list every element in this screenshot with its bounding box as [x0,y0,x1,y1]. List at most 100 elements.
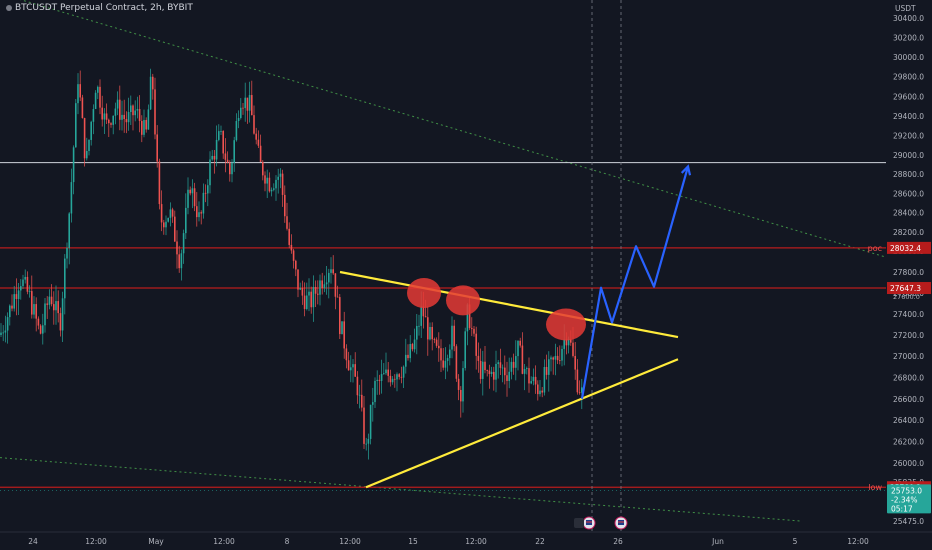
candle-body [290,244,293,251]
candle-body [473,328,475,334]
candle-body [226,159,229,163]
candle-body [550,357,552,360]
candle-body [220,130,222,132]
candle-body [75,103,77,148]
candle-body [541,390,543,393]
candle-body [68,213,70,248]
time-tick-label: 24 [28,537,38,546]
candle-body [306,295,308,309]
economic-event-icon[interactable] [614,516,628,530]
candle-body [358,394,361,396]
candle-body [517,340,519,357]
candle-body [488,370,491,375]
candle-body [495,363,497,380]
candle-body [512,361,515,368]
candle-body [312,286,315,308]
projection-arrowhead [680,164,692,176]
candle-body [339,297,341,335]
candle-body [534,376,537,385]
candle-body [440,348,442,361]
candle-body [167,217,169,222]
time-tick-label: 5 [793,537,798,546]
candle-body [506,375,508,381]
candle-body [233,140,235,163]
candle-body [372,402,374,405]
candle-body [251,95,253,116]
level-price-badge [887,241,931,254]
candle-body [119,99,121,120]
candle-body [125,119,128,123]
candle-body [59,313,62,331]
candle-body [398,374,400,377]
candle-body [576,369,579,393]
upper-wedge-line[interactable] [339,270,679,339]
candle-body [72,147,75,183]
candle-body [301,288,304,296]
lower-wedge-line[interactable] [365,358,679,489]
candle-body [50,296,53,305]
candle-body [103,113,106,120]
candle-body [28,291,31,292]
candle-body [530,381,532,384]
candle-body [493,371,495,380]
candle-body [270,189,273,192]
candle-body [176,241,178,255]
candle-body [180,253,183,269]
candle-body [343,321,345,349]
price-tick-label: 28400.0 [893,209,924,218]
projection-path[interactable] [580,166,690,399]
candle-body [2,332,4,334]
candle-body [86,151,88,159]
price-tick-label: 26800.0 [893,373,924,382]
candle-body [266,177,268,184]
candle-body [160,204,163,223]
candle-body [444,360,447,368]
candle-body [237,118,240,122]
candle-body [26,276,29,292]
candle-body [174,216,176,242]
pivot-circle[interactable] [446,285,480,316]
economic-event-icon[interactable] [582,516,596,530]
candle-body [497,362,499,364]
candle-body [273,188,275,190]
event-markers[interactable] [574,516,628,530]
time-axis[interactable]: 24 12:00 May 12:00 8 12:00 15 12:00 22 26 Jun 5 12:0… [0,531,932,546]
candle-body [394,378,396,380]
candle-body [33,304,35,315]
candle-body [44,303,46,326]
candle-body [479,360,482,379]
candle-body [81,97,84,119]
candle-body [330,269,332,273]
candle-body [112,115,114,125]
time-tick-label: 22 [535,537,545,546]
candle-body [127,112,130,123]
candle-body [416,325,418,340]
candle-body [559,360,561,361]
candle-body [79,84,81,98]
candle-body [466,304,469,332]
price-axis[interactable]: USDT 30400.0 30200.0 30000.0 29800.0 29600.0… [886,0,932,532]
symbol-title[interactable]: BTCUSDT Perpetual Contract, 2h, BYBIT [6,3,193,13]
candle-body [424,316,427,318]
candle-body [528,368,530,384]
candle-body [378,379,381,381]
level-price-badge-text: 28032.4 [890,244,921,253]
time-tick-label: May [148,537,164,546]
candle-body [39,325,42,334]
candle-body [380,374,383,381]
pivot-circle[interactable] [546,308,586,341]
price-tick-label: 28800.0 [893,170,924,179]
candle-body [383,373,385,375]
candle-body [526,368,528,370]
candle-body [453,325,455,347]
pivot-circle[interactable] [407,278,441,308]
candle-body [499,362,502,368]
candle-body [332,269,334,274]
candle-body [279,173,282,177]
event-count-icon [574,518,584,528]
candle-body [435,339,438,346]
candle-body [438,345,440,349]
candle-body [411,344,414,350]
